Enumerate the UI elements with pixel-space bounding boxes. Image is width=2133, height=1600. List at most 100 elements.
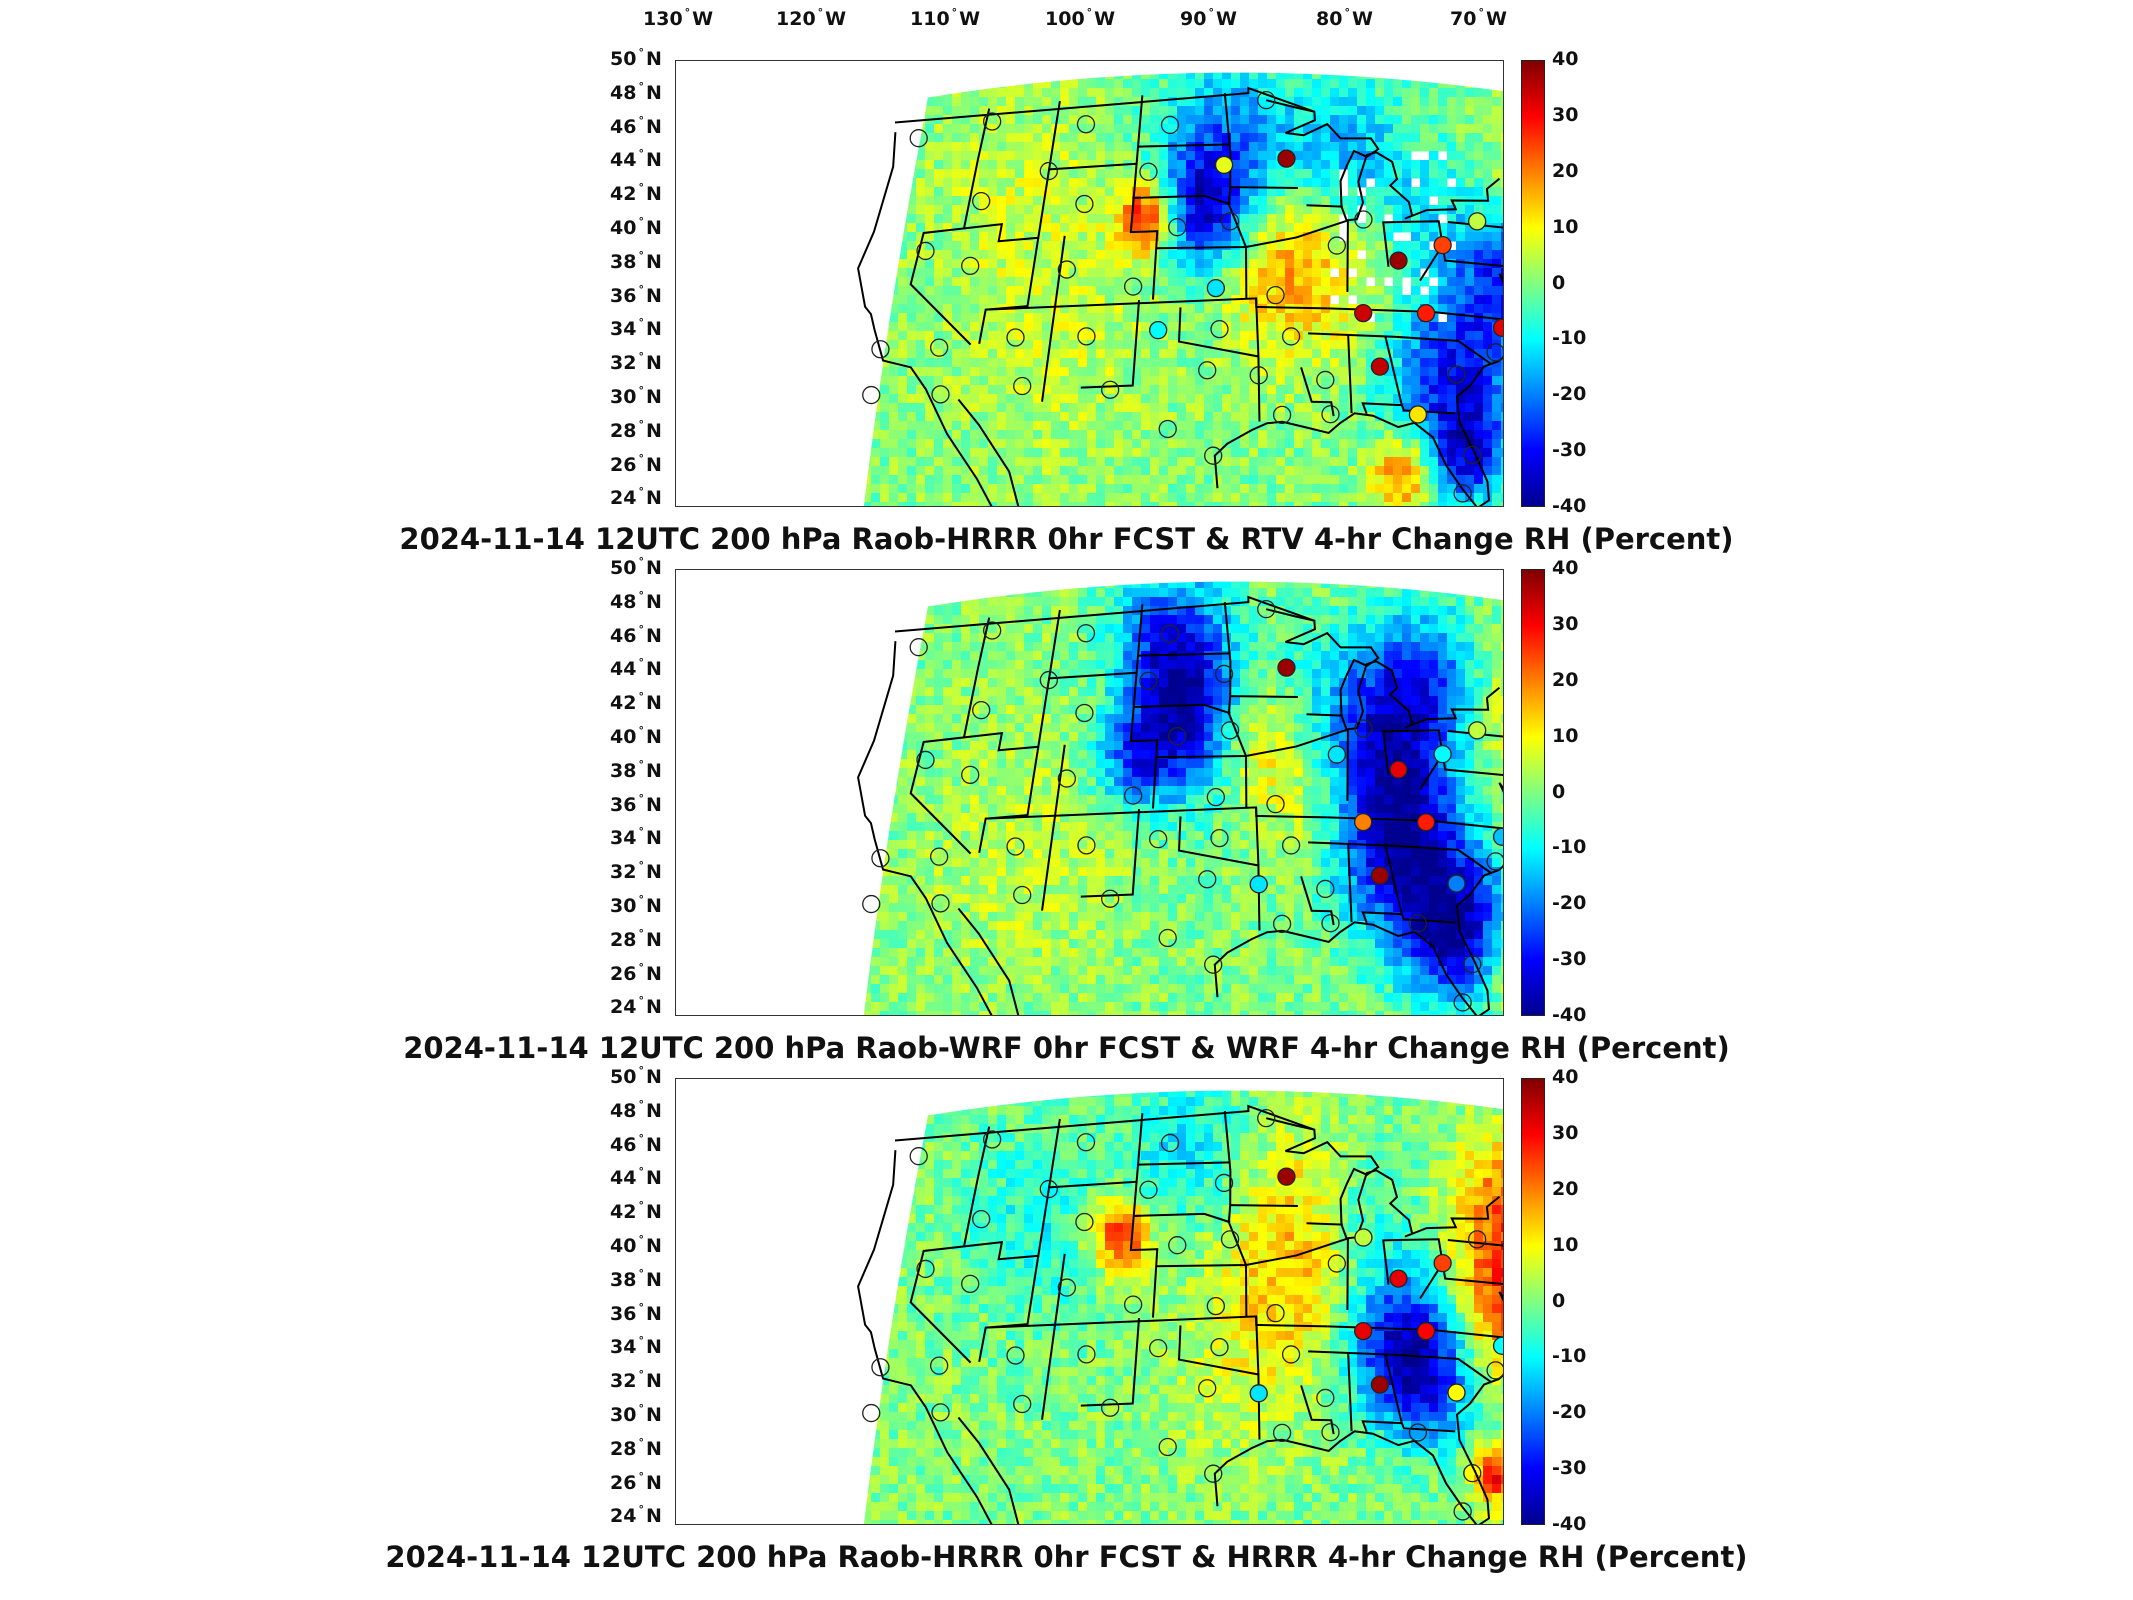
rh-change-field — [855, 72, 1503, 506]
station-marker — [1266, 795, 1285, 814]
station-marker — [1272, 405, 1292, 425]
station-marker — [1492, 1336, 1503, 1355]
lon-label: 120 ° W — [776, 6, 847, 30]
colorbar-tick: 20 — [1552, 159, 1579, 182]
station-marker — [1158, 928, 1177, 948]
station-marker — [1139, 1180, 1158, 1199]
station-marker — [983, 621, 1002, 640]
station-marker — [1257, 91, 1276, 110]
lat-label: 32 ° N — [610, 859, 662, 884]
station-marker — [1204, 446, 1223, 465]
station-marker — [1327, 745, 1346, 764]
panel-title: 2024-11-14 12UTC 200 hPa Raob-WRF 0hr FC… — [403, 1031, 1730, 1065]
station-marker — [1408, 914, 1428, 933]
station-marker — [1075, 703, 1094, 723]
lat-label: 40 ° N — [610, 1233, 662, 1257]
station-marker — [862, 1403, 881, 1423]
colorbar-tick: -20 — [1552, 383, 1587, 406]
station-marker — [1057, 1278, 1077, 1297]
lat-label: 24 ° N — [610, 994, 662, 1019]
station-marker — [1370, 866, 1390, 885]
station-marker — [1354, 303, 1373, 323]
lat-label: 40 ° N — [610, 215, 662, 239]
station-marker — [1198, 870, 1217, 889]
station-marker — [916, 241, 935, 261]
station-marker — [871, 1358, 890, 1377]
longitude-axis: 130 ° W 120 ° W 110 ° W 100 ° W 90 ° W 80 ° W 70 ° W — [0, 0, 2133, 40]
station-marker — [961, 765, 980, 785]
station-marker — [871, 849, 890, 868]
station-marker — [1463, 1464, 1482, 1483]
station-marker — [1006, 328, 1025, 347]
station-marker — [1447, 1383, 1466, 1402]
station-marker — [1316, 1388, 1335, 1408]
lat-label: 48 ° N — [610, 588, 662, 613]
map-plot — [675, 1078, 1504, 1525]
station-marker — [1160, 624, 1180, 644]
station-marker — [1272, 914, 1292, 934]
colorbar-tick: -20 — [1552, 892, 1587, 915]
lat-label: 44 ° N — [610, 1165, 662, 1190]
colorbar-tick: 30 — [1552, 612, 1579, 635]
station-marker — [1447, 365, 1466, 384]
lat-label: 28 ° N — [610, 417, 662, 442]
station-marker — [1214, 664, 1234, 684]
station-marker — [909, 1147, 928, 1166]
lat-label: 34 ° N — [610, 316, 662, 341]
panel-title: 2024-11-14 12UTC 200 hPa Raob-HRRR 0hr F… — [385, 1540, 1748, 1574]
station-marker — [1206, 787, 1226, 807]
station-marker — [1389, 760, 1408, 779]
colorbar-tick: -40 — [1552, 1513, 1587, 1535]
map-svg — [855, 72, 1503, 506]
panel-title: 2024-11-14 12UTC 200 hPa Raob-HRRR 0hr F… — [399, 522, 1734, 556]
lat-label: 30 ° N — [610, 893, 662, 917]
station-marker — [1077, 327, 1096, 346]
station-marker — [1206, 1296, 1226, 1316]
station-marker — [1101, 380, 1120, 399]
station-marker — [1160, 1133, 1180, 1153]
colorbar-tick: 0 — [1552, 1289, 1566, 1312]
station-marker — [1210, 828, 1229, 848]
station-marker — [1220, 1230, 1240, 1249]
station-marker — [1416, 1322, 1436, 1341]
station-marker — [1076, 624, 1096, 643]
station-marker — [1277, 1167, 1296, 1186]
station-marker — [1101, 889, 1120, 908]
lat-label: 44 ° N — [610, 147, 662, 172]
lat-label: 28 ° N — [610, 926, 662, 951]
station-marker — [1076, 1133, 1096, 1152]
station-marker — [1281, 836, 1301, 855]
station-marker — [1158, 419, 1177, 439]
station-marker — [1210, 1337, 1229, 1357]
station-marker — [1077, 1345, 1096, 1364]
lat-label: 32 ° N — [610, 1368, 662, 1393]
station-marker — [931, 894, 950, 913]
station-marker — [1210, 319, 1229, 339]
lat-label: 38 ° N — [610, 1266, 662, 1291]
map-panel-2: 50 ° N 48 ° N 46 ° N 44 ° N 42 ° N 40 ° N 38 ° N 36 ° N 34 ° N 32 ° N… — [0, 555, 2133, 1079]
station-marker — [1370, 357, 1390, 376]
station-marker — [1277, 149, 1296, 168]
colorbar-tick: -30 — [1552, 1457, 1587, 1480]
station-marker — [1354, 1228, 1373, 1247]
lat-label: 30 ° N — [610, 1402, 662, 1426]
station-marker — [983, 112, 1002, 131]
station-marker — [1148, 1338, 1168, 1358]
station-marker — [871, 340, 890, 359]
lat-label: 38 ° N — [610, 757, 662, 782]
station-marker — [1408, 405, 1428, 424]
station-marker — [1168, 1236, 1187, 1255]
station-marker — [930, 338, 949, 357]
station-marker — [1321, 1423, 1340, 1442]
station-marker — [1198, 361, 1217, 380]
colorbar-tick: 10 — [1552, 1233, 1579, 1256]
station-marker — [1433, 235, 1452, 255]
station-marker — [1123, 277, 1143, 296]
station-marker — [1249, 875, 1268, 894]
colorbar-tick: -10 — [1552, 836, 1587, 859]
map-plot — [675, 60, 1504, 507]
colorbar-tick: 10 — [1552, 724, 1579, 747]
station-marker — [1277, 658, 1296, 677]
station-marker — [1447, 874, 1466, 893]
lat-label: 30 ° N — [610, 384, 662, 408]
